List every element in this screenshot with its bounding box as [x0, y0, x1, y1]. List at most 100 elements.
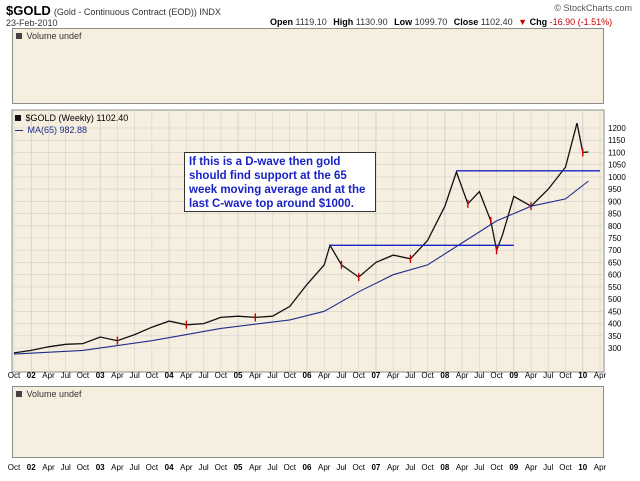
chart-date: 23-Feb-2010 [6, 18, 58, 28]
y-tick-label: 500 [608, 295, 622, 304]
x-tick-label: Jul [61, 371, 71, 380]
x-tick-label: Apr [42, 463, 55, 472]
y-tick-label: 1150 [608, 136, 626, 145]
ma-series-line [13, 180, 589, 355]
x-tick-label: Oct [421, 371, 434, 380]
y-tick-label: 300 [608, 344, 622, 353]
x-tick-label: Apr [594, 371, 607, 380]
x-tick-label: Oct [490, 463, 503, 472]
x-tick-label: Jul [198, 371, 208, 380]
x-tick-label: Jul [405, 371, 415, 380]
y-tick-label: 1000 [608, 173, 626, 182]
x-tick-label: Apr [387, 371, 400, 380]
x-tick-label: Oct [8, 371, 21, 380]
volume-label-bottom: Volume undef [16, 389, 82, 399]
annotation-box: If this is a D-wave then gold should fin… [184, 152, 376, 212]
x-tick-label: Oct [215, 371, 228, 380]
legend-price-swatch-icon [15, 115, 21, 121]
y-tick-label: 950 [608, 185, 622, 194]
legend-price-label: $GOLD (Weekly) 1102.40 [25, 113, 129, 123]
x-tick-label: Oct [146, 371, 159, 380]
x-tick-label: Jul [267, 371, 277, 380]
volume-panel-bottom: Volume undef [12, 386, 604, 458]
y-axis: 300 350 400 450 500 550 600 650 700 750 800 850 900 9… [608, 124, 626, 353]
legend-ma-swatch-icon [15, 130, 23, 132]
close-value: 1102.40 [480, 17, 513, 27]
volume-swatch-icon [16, 391, 22, 397]
y-tick-label: 1100 [608, 148, 626, 157]
x-tick-label: Apr [249, 371, 262, 380]
x-tick-label: Oct [490, 371, 503, 380]
x-tick-label: Apr [111, 463, 124, 472]
y-tick-label: 1050 [608, 161, 626, 170]
x-tick-label: 03 [96, 371, 105, 380]
x-tick-label: 04 [165, 371, 174, 380]
x-tick-label: Oct [284, 371, 297, 380]
x-tick-label: Apr [249, 463, 262, 472]
y-tick-label: 700 [608, 246, 622, 255]
volume-label-text-top: Volume undef [26, 31, 82, 41]
high-value: 1130.90 [355, 17, 388, 27]
x-tick-label: 06 [303, 371, 312, 380]
x-tick-label: Oct [352, 371, 365, 380]
y-tick-label: 900 [608, 197, 622, 206]
x-tick-label: 02 [27, 463, 36, 472]
x-tick-label: Oct [559, 371, 572, 380]
x-tick-label: Oct [284, 463, 297, 472]
x-tick-label: 06 [303, 463, 312, 472]
y-tick-label: 850 [608, 210, 622, 219]
watermark: © StockCharts.com [554, 3, 632, 13]
x-tick-label: 03 [96, 463, 105, 472]
close-label: Close [453, 17, 479, 27]
x-tick-label: 09 [509, 371, 518, 380]
low-value: 1099.70 [414, 17, 448, 27]
x-tick-label: Oct [77, 371, 90, 380]
x-tick-label: Jul [267, 463, 277, 472]
x-axis-top: Oct 02 Apr Jul Oct 03 Apr Jul Oct 04 Apr Jul Oct 05 Ap… [8, 371, 607, 380]
x-tick-label: Oct [8, 463, 21, 472]
x-tick-label: Apr [594, 463, 607, 472]
symbol: $GOLD [6, 3, 51, 18]
y-tick-label: 350 [608, 332, 622, 341]
price-chart: 300 350 400 450 500 550 600 650 700 750 800 850 900 9… [8, 109, 626, 380]
x-tick-label: Oct [77, 463, 90, 472]
legend-price: $GOLD (Weekly) 1102.40 [15, 113, 128, 123]
x-tick-label: Apr [318, 371, 331, 380]
y-tick-label: 750 [608, 234, 622, 243]
x-tick-label: Jul [543, 463, 553, 472]
legend-ma-label: MA(65) 982.88 [27, 125, 88, 135]
x-tick-label: Apr [111, 371, 124, 380]
x-tick-label: Apr [42, 371, 55, 380]
x-tick-label: Oct [421, 463, 434, 472]
x-tick-label: 10 [578, 463, 587, 472]
x-tick-label: Jul [336, 463, 346, 472]
x-tick-label: Jul [198, 463, 208, 472]
x-tick-label: Oct [559, 463, 572, 472]
y-tick-label: 550 [608, 283, 622, 292]
x-tick-label: 08 [440, 463, 449, 472]
y-tick-label: 600 [608, 271, 622, 280]
open-value: 1119.10 [295, 17, 327, 27]
y-tick-label: 450 [608, 307, 622, 316]
chart-title: $GOLD (Gold - Continuous Contract (EOD))… [6, 3, 221, 18]
x-tick-label: Oct [352, 463, 365, 472]
x-tick-label: Jul [474, 463, 484, 472]
x-tick-label: Oct [146, 463, 159, 472]
x-tick-label: Jul [130, 371, 140, 380]
legend-ma: MA(65) 982.88 [15, 125, 87, 135]
open-label: Open [270, 17, 294, 27]
x-tick-label: 09 [509, 463, 518, 472]
x-tick-label: Apr [180, 463, 193, 472]
price-panel-bg [11, 109, 605, 373]
x-tick-label: Apr [180, 371, 193, 380]
x-tick-label: Apr [456, 463, 469, 472]
volume-swatch-icon [16, 33, 22, 39]
x-axis-bottom: Oct 02 Apr Jul Oct 03 Apr Jul Oct 04 Apr Jul Oct 05 Ap… [8, 463, 607, 472]
x-tick-label: Oct [215, 463, 228, 472]
y-tick-label: 1200 [608, 124, 626, 133]
low-label: Low [394, 17, 413, 27]
volume-label-top: Volume undef [16, 31, 82, 41]
x-tick-label: Jul [61, 463, 71, 472]
annotation-text: If this is a D-wave then gold should fin… [189, 156, 366, 210]
y-tick-label: 400 [608, 320, 622, 329]
